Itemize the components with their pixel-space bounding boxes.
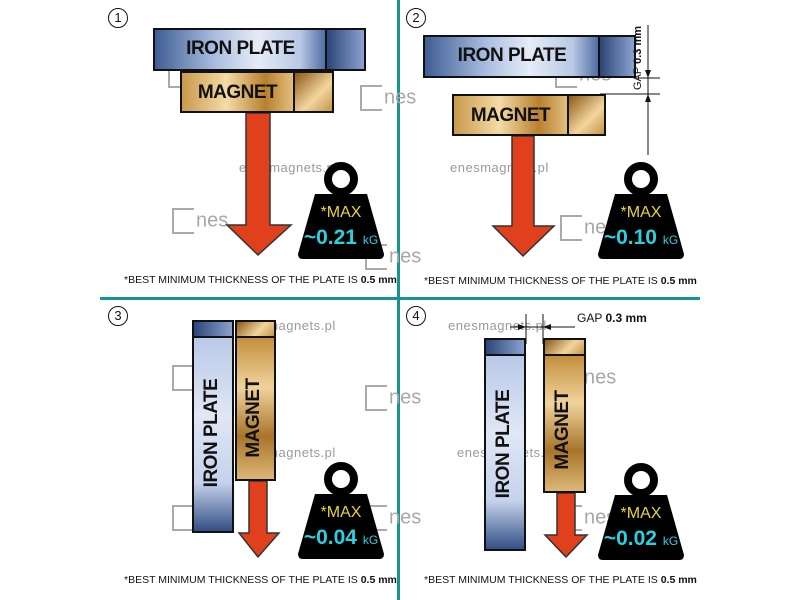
magnet-edge <box>235 320 276 338</box>
weight-max-label: *MAX <box>620 505 662 522</box>
weight-icon <box>598 463 684 560</box>
weight-max-label: *MAX <box>620 204 662 221</box>
panel-3-number: 3 <box>108 306 128 326</box>
pull-arrow-icon <box>543 493 589 559</box>
magnet-label: MAGNET <box>243 378 264 458</box>
magnet-label: MAGNET <box>197 82 278 103</box>
vertical-divider <box>397 0 400 600</box>
footnote: *BEST MINIMUM THICKNESS OF THE PLATE IS … <box>424 275 697 287</box>
iron-plate-edge <box>325 28 366 71</box>
weight-icon <box>598 162 684 259</box>
magnet <box>543 354 586 493</box>
panel-2-number: 2 <box>406 8 426 28</box>
enes-logo-watermark: nes <box>172 208 228 234</box>
footnote: *BEST MINIMUM THICKNESS OF THE PLATE IS … <box>124 574 397 586</box>
magnet-edge <box>543 338 586 356</box>
gap-label: GAP 0.3 mm <box>632 25 644 90</box>
iron-plate-label: IRON PLATE <box>186 38 295 59</box>
iron-plate-label: IRON PLATE <box>201 378 222 488</box>
magnet-label: MAGNET <box>470 105 551 126</box>
footnote: *BEST MINIMUM THICKNESS OF THE PLATE IS … <box>424 574 697 586</box>
weight-max-label: *MAX <box>320 504 362 521</box>
iron-plate-label: IRON PLATE <box>493 389 514 499</box>
gap-dimension-icon <box>510 314 575 344</box>
iron-plate-edge <box>484 338 526 356</box>
enes-logo-watermark: nes <box>365 385 421 411</box>
weight-value: ~0.04 kG <box>303 526 379 549</box>
magnet-label: MAGNET <box>552 390 573 470</box>
weight-icon <box>298 462 384 559</box>
gap-label: GAP 0.3 mm <box>577 311 647 325</box>
panel-1-number: 1 <box>108 8 128 28</box>
gap-dimension-icon <box>600 25 660 155</box>
panel-4-number: 4 <box>406 306 426 326</box>
iron-plate-edge <box>192 320 234 338</box>
magnet-edge <box>567 94 606 136</box>
horizontal-divider <box>100 297 700 300</box>
magnet-edge <box>293 71 334 113</box>
footnote: *BEST MINIMUM THICKNESS OF THE PLATE IS … <box>124 274 397 286</box>
weight-value: ~0.21 kG <box>303 226 379 249</box>
site-watermark: enesmagnets.pl <box>448 318 547 333</box>
iron-plate-edge <box>598 35 636 78</box>
weight-max-label: *MAX <box>320 204 362 221</box>
enes-logo-watermark: nes <box>360 85 416 111</box>
weight-value: ~0.02 kG <box>603 527 679 550</box>
weight-icon <box>298 162 384 259</box>
magnet <box>452 94 569 136</box>
pull-arrow-icon <box>491 136 556 258</box>
iron-plate-label: IRON PLATE <box>457 45 567 66</box>
pull-arrow-icon <box>237 481 281 559</box>
pull-arrow-icon <box>225 113 293 257</box>
weight-value: ~0.10 kG <box>603 226 679 249</box>
